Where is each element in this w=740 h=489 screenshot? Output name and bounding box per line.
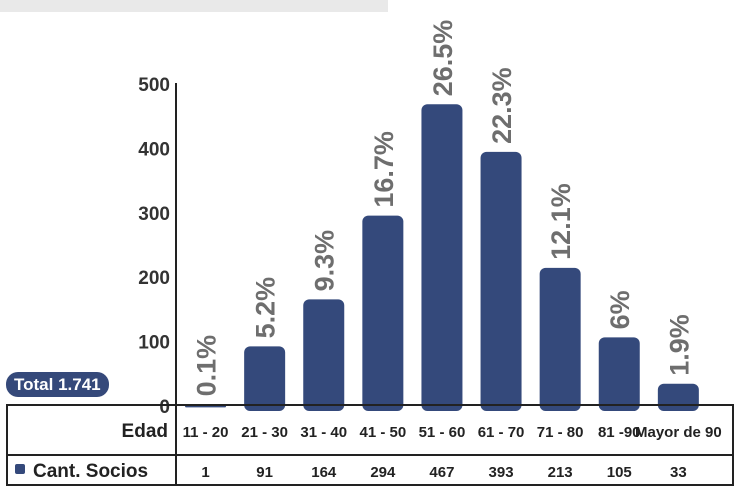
x-tick-label: 21 - 30 xyxy=(241,424,288,441)
x-tick-label: 61 - 70 xyxy=(478,424,525,441)
y-tick-label: 200 xyxy=(138,268,170,289)
bar xyxy=(598,337,640,411)
y-tick-label: 300 xyxy=(138,204,170,225)
data-label: 12.1% xyxy=(546,183,576,260)
bar xyxy=(421,104,463,411)
bar xyxy=(303,299,345,411)
table-border xyxy=(6,404,734,486)
table-value: 105 xyxy=(607,464,632,481)
x-tick-label: 41 - 50 xyxy=(359,424,406,441)
y-tick-label: 400 xyxy=(138,139,170,160)
y-tick-label: 0 xyxy=(159,397,170,418)
table-value: 1 xyxy=(201,464,209,481)
top-bar xyxy=(0,0,388,12)
x-tick-label: Mayor de 90 xyxy=(635,424,722,441)
data-label: 9.3% xyxy=(310,230,340,292)
table-value: 91 xyxy=(256,464,273,481)
data-label: 1.9% xyxy=(664,314,694,376)
row-header-socios: Cant. Socios xyxy=(33,461,148,482)
table-value: 393 xyxy=(489,464,514,481)
bar xyxy=(480,151,522,411)
bar xyxy=(657,383,699,411)
x-tick-label: 11 - 20 xyxy=(183,424,229,441)
table-value: 294 xyxy=(370,464,396,481)
x-tick-label: 71 - 80 xyxy=(537,424,584,441)
data-label: 5.2% xyxy=(251,277,281,339)
y-tick-label: 100 xyxy=(138,333,170,354)
data-label: 16.7% xyxy=(369,131,399,208)
bar xyxy=(362,215,404,411)
x-tick-label: 51 - 60 xyxy=(419,424,466,441)
y-tick-label: 500 xyxy=(138,75,170,96)
row-header-edad: Edad xyxy=(122,421,168,442)
table-value: 467 xyxy=(429,464,454,481)
x-tick-label: 81 -90 xyxy=(598,424,641,441)
table-value: 213 xyxy=(548,464,573,481)
total-badge: Total 1.741 xyxy=(6,372,109,397)
x-tick-label: 31 - 40 xyxy=(300,424,347,441)
table-value: 33 xyxy=(670,464,687,481)
data-label: 0.1% xyxy=(192,335,222,397)
data-label: 22.3% xyxy=(487,67,517,144)
table-value: 164 xyxy=(311,464,337,481)
legend-marker xyxy=(15,464,25,474)
bar xyxy=(539,267,581,411)
data-label: 26.5% xyxy=(428,20,458,97)
bar xyxy=(244,346,286,411)
data-label: 6% xyxy=(605,290,635,329)
